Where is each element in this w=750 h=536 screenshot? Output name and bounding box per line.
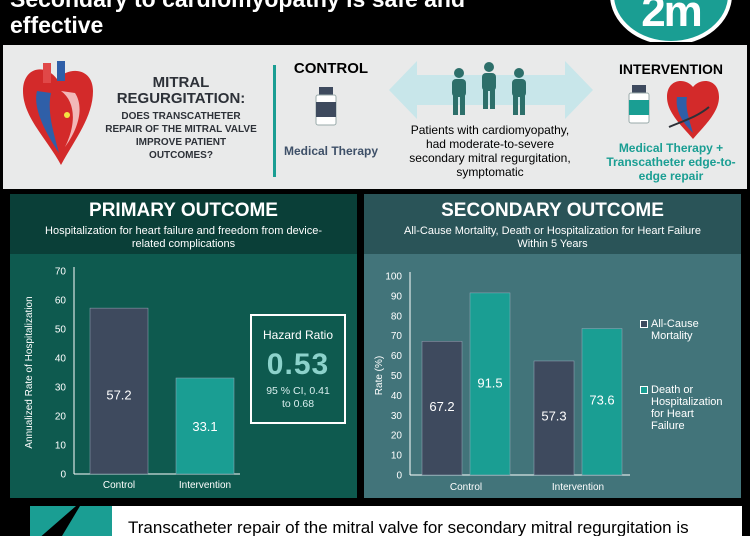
- x-tick-label: Intervention: [179, 480, 231, 491]
- secondary-outcome-title: SECONDARY OUTCOME: [441, 200, 664, 221]
- legend-item-mortality: All-Cause Mortality: [640, 318, 736, 342]
- y-tick-label: 40: [391, 391, 403, 402]
- legend-swatch: [640, 320, 648, 328]
- y-axis-label: Rate (%): [374, 356, 385, 395]
- y-tick-label: 70: [391, 331, 403, 342]
- legend-swatch: [640, 386, 648, 394]
- bar-value-label: 91.5: [477, 376, 502, 391]
- footer: Transcatheter repair of the mitral valve…: [0, 500, 750, 536]
- legend-label: Death or Hospitalization for Heart Failu…: [651, 384, 723, 432]
- legend-item-death-hospitalization: Death or Hospitalization for Heart Failu…: [640, 384, 736, 432]
- question-block: MITRAL REGURGITATION: DOES TRANSCATHETER…: [95, 75, 267, 162]
- x-tick-label: Control: [103, 480, 135, 491]
- intervention-title: INTERVENTION: [619, 61, 723, 77]
- x-tick-label: Control: [450, 482, 482, 493]
- logo-badge: 2m: [610, 0, 732, 45]
- heart-icon: [23, 61, 93, 165]
- primary-outcome-title: PRIMARY OUTCOME: [89, 200, 278, 221]
- hazard-ratio-title: Hazard Ratio: [262, 328, 334, 342]
- heart-device-icon: [667, 81, 719, 139]
- question-heading: MITRAL REGURGITATION:: [116, 74, 246, 107]
- control-title: CONTROL: [293, 60, 369, 77]
- primary-outcome-header: PRIMARY OUTCOME Hospitalization for hear…: [10, 194, 357, 254]
- y-tick-label: 30: [391, 411, 403, 422]
- bar-value-label: 67.2: [429, 399, 454, 414]
- hazard-ratio-ci: 95 % CI, 0.41 to 0.68: [266, 385, 330, 410]
- medicine-vial-icon: [628, 85, 650, 124]
- header: Secondary to cardiomyopathy is safe and …: [0, 0, 750, 45]
- bar: [533, 360, 575, 476]
- y-tick-label: 50: [391, 371, 403, 382]
- y-tick-label: 30: [55, 383, 67, 394]
- control-label: Medical Therapy: [283, 144, 379, 158]
- bar: [421, 341, 463, 476]
- y-axis-label: Annualized Rate of Hospitalization: [24, 296, 35, 448]
- intervention-label: Medical Therapy + Transcatheter edge-to-…: [606, 141, 736, 183]
- primary-outcome-chart: 0 10 20 30 40 50 60 70 Annualized Rate of Hospit…: [24, 267, 240, 491]
- medicine-vial-icon: [315, 87, 337, 126]
- hazard-ratio-box: Hazard Ratio 0.53 95 % CI, 0.41 to 0.68: [250, 314, 346, 424]
- y-tick-label: 10: [391, 451, 403, 462]
- logo-text: 2m: [641, 0, 703, 36]
- secondary-outcome-subtitle: All-Cause Mortality, Death or Hospitaliz…: [404, 225, 701, 250]
- bar: [89, 307, 149, 475]
- y-tick-label: 0: [60, 470, 66, 481]
- secondary-outcome-panel: SECONDARY OUTCOME All-Cause Mortality, D…: [364, 194, 741, 498]
- y-tick-label: 70: [55, 267, 67, 278]
- secondary-outcome-header: SECONDARY OUTCOME All-Cause Mortality, D…: [364, 194, 741, 254]
- bar: [581, 328, 623, 476]
- primary-outcome-panel: PRIMARY OUTCOME Hospitalization for hear…: [10, 194, 357, 498]
- page-title: Secondary to cardiomyopathy is safe and …: [10, 0, 465, 38]
- primary-outcome-subtitle: Hospitalization for heart failure and fr…: [45, 225, 322, 250]
- bar-value-label: 57.2: [106, 387, 131, 402]
- y-tick-label: 10: [55, 441, 67, 452]
- y-tick-label: 80: [391, 311, 403, 322]
- study-overview-panel: MITRAL REGURGITATION: DOES TRANSCATHETER…: [0, 42, 750, 192]
- y-tick-label: 50: [55, 325, 67, 336]
- y-tick-label: 20: [391, 431, 403, 442]
- footer-conclusion: Transcatheter repair of the mitral valve…: [128, 518, 689, 536]
- footer-box: [30, 506, 742, 536]
- bar: [469, 292, 511, 476]
- y-tick-label: 20: [55, 412, 67, 423]
- y-tick-label: 60: [391, 351, 403, 362]
- y-tick-label: 0: [396, 471, 402, 482]
- divider: [273, 65, 276, 177]
- y-tick-label: 90: [391, 291, 403, 302]
- y-tick-label: 60: [55, 296, 67, 307]
- hazard-ratio-value: 0.53: [266, 348, 330, 381]
- bar-value-label: 73.6: [589, 393, 614, 408]
- secondary-outcome-chart: 0 10 20 30 40 50 60 70 80 90 100 Rate (%) 67.2 91.5 Co…: [374, 272, 630, 493]
- y-tick-label: 100: [385, 272, 402, 283]
- legend-label: All-Cause Mortality: [651, 318, 699, 342]
- patients-description: Patients with cardiomyopathy, had modera…: [409, 123, 571, 179]
- bar-value-label: 33.1: [192, 419, 217, 434]
- x-tick-label: Intervention: [552, 482, 604, 493]
- logo-mark-icon: [30, 506, 112, 536]
- patients-arrow-icon: [389, 61, 593, 119]
- question-text: DOES TRANSCATHETER REPAIR OF THE MITRAL …: [105, 111, 257, 161]
- bar: [175, 377, 235, 475]
- bar-value-label: 57.3: [541, 408, 566, 423]
- y-tick-label: 40: [55, 354, 67, 365]
